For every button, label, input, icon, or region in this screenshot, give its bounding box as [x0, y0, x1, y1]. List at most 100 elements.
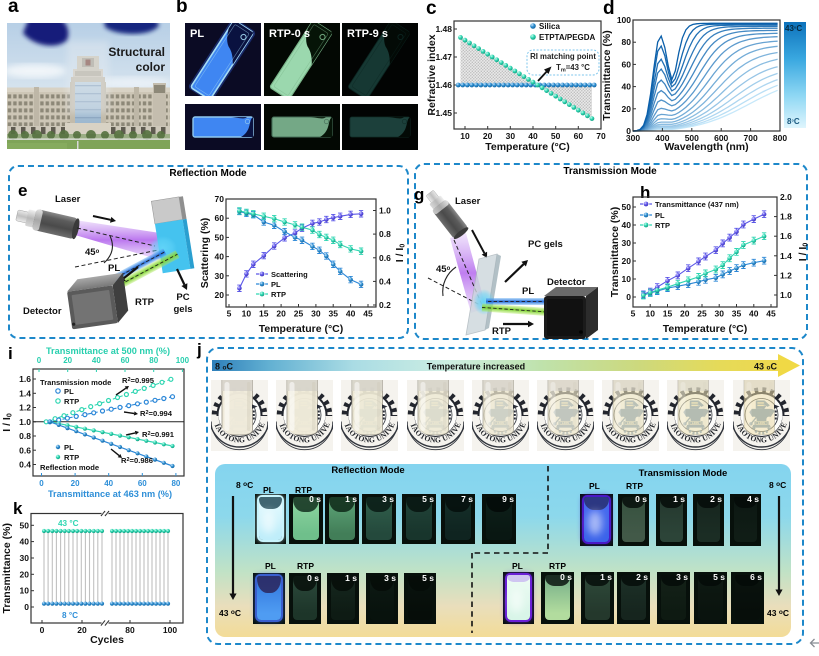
- svg-text:40: 40: [749, 309, 759, 319]
- svg-text:0: 0: [24, 602, 29, 612]
- svg-text:60: 60: [574, 131, 584, 141]
- svg-text:8°C: 8°C: [787, 117, 800, 126]
- svg-text:RTP: RTP: [135, 297, 155, 308]
- svg-text:35: 35: [329, 309, 339, 319]
- svg-text:1896: 1896: [758, 421, 766, 425]
- svg-text:30: 30: [622, 238, 632, 248]
- svg-text:43 oC: 43 oC: [754, 362, 778, 372]
- svg-text:80: 80: [149, 356, 158, 365]
- svg-text:100: 100: [176, 356, 190, 365]
- svg-text:8 oC: 8 oC: [215, 362, 234, 372]
- svg-text:20: 20: [20, 569, 30, 579]
- svg-text:PL: PL: [108, 263, 120, 274]
- svg-text:1.0: 1.0: [780, 290, 792, 300]
- svg-text:RI matching point: RI matching point: [530, 52, 596, 61]
- svg-text:800: 800: [773, 133, 787, 143]
- svg-text:Structural: Structural: [108, 45, 165, 59]
- svg-text:300: 300: [626, 133, 640, 143]
- svg-text:PL: PL: [190, 28, 204, 40]
- svg-text:25: 25: [697, 309, 707, 319]
- svg-text:8 °C: 8 °C: [62, 611, 78, 620]
- svg-text:40: 40: [622, 82, 632, 92]
- svg-text:1.4: 1.4: [780, 251, 792, 261]
- svg-text:Transmittance (%): Transmittance (%): [601, 30, 613, 120]
- svg-text:20: 20: [215, 290, 225, 300]
- svg-text:1.2: 1.2: [19, 403, 31, 413]
- svg-text:30: 30: [715, 309, 725, 319]
- svg-text:15: 15: [663, 309, 673, 319]
- svg-text:25: 25: [294, 309, 304, 319]
- svg-text:RTP: RTP: [655, 221, 670, 230]
- svg-text:10: 10: [20, 586, 30, 596]
- svg-text:70: 70: [215, 194, 225, 204]
- svg-text:Cycles: Cycles: [90, 634, 124, 646]
- svg-text:Scattering (%): Scattering (%): [200, 218, 211, 289]
- svg-text:50: 50: [215, 232, 225, 242]
- svg-text:40: 40: [528, 131, 538, 141]
- svg-text:1896: 1896: [692, 421, 700, 425]
- svg-text:PL: PL: [64, 387, 74, 396]
- svg-text:20: 20: [71, 479, 80, 488]
- svg-text:gels: gels: [173, 304, 192, 315]
- svg-text:Refractive index: Refractive index: [426, 34, 438, 115]
- svg-text:0: 0: [626, 126, 631, 136]
- svg-text:Temperature (°C): Temperature (°C): [485, 141, 570, 153]
- svg-text:RTP: RTP: [64, 397, 79, 406]
- svg-text:I / I0: I / I0: [394, 244, 407, 263]
- svg-text:10: 10: [242, 309, 252, 319]
- svg-text:80: 80: [125, 625, 135, 635]
- svg-text:50: 50: [551, 131, 561, 141]
- svg-text:20: 20: [483, 131, 493, 141]
- svg-text:R2=0.991: R2=0.991: [142, 430, 175, 439]
- svg-text:40: 40: [346, 309, 356, 319]
- svg-text:35: 35: [732, 309, 742, 319]
- svg-text:Detector: Detector: [547, 277, 586, 288]
- svg-text:I / I0: I / I0: [1, 413, 14, 432]
- svg-text:30: 30: [20, 553, 30, 563]
- svg-text:0: 0: [40, 625, 45, 635]
- svg-text:PL: PL: [655, 211, 665, 220]
- svg-text:0.6: 0.6: [19, 445, 31, 455]
- svg-text:0.8: 0.8: [379, 229, 391, 239]
- svg-text:1896: 1896: [627, 421, 635, 425]
- svg-text:Transmission mode: Transmission mode: [40, 378, 111, 387]
- svg-text:500: 500: [685, 133, 699, 143]
- svg-text:1.0: 1.0: [19, 417, 31, 427]
- svg-text:40: 40: [622, 220, 632, 230]
- svg-text:1.0: 1.0: [379, 206, 391, 216]
- svg-text:20: 20: [622, 104, 632, 114]
- svg-text:Reflection mode: Reflection mode: [40, 463, 99, 472]
- svg-text:1.4: 1.4: [19, 388, 31, 398]
- svg-text:RTP: RTP: [271, 290, 286, 299]
- svg-text:43°C: 43°C: [785, 24, 802, 33]
- svg-text:2.0: 2.0: [780, 192, 792, 202]
- svg-text:40: 40: [215, 252, 225, 262]
- svg-text:0.2: 0.2: [379, 300, 391, 310]
- svg-text:700: 700: [744, 133, 758, 143]
- svg-text:80: 80: [622, 37, 632, 47]
- svg-text:40: 40: [20, 537, 30, 547]
- svg-text:1.48: 1.48: [435, 24, 452, 34]
- svg-text:60: 60: [121, 356, 130, 365]
- svg-text:60: 60: [215, 213, 225, 223]
- svg-text:Transmittance (%): Transmittance (%): [1, 523, 13, 613]
- svg-text:Silica: Silica: [539, 22, 560, 31]
- svg-text:45: 45: [363, 309, 373, 319]
- svg-text:R2=0.994: R2=0.994: [140, 409, 173, 418]
- svg-text:20: 20: [276, 309, 286, 319]
- svg-text:400: 400: [655, 133, 669, 143]
- svg-text:600: 600: [714, 133, 728, 143]
- svg-text:1.8: 1.8: [780, 212, 792, 222]
- svg-text:Transmittance (%): Transmittance (%): [610, 207, 621, 297]
- svg-text:1.45: 1.45: [435, 108, 452, 118]
- svg-text:0: 0: [626, 292, 631, 302]
- svg-text:R2=0.995: R2=0.995: [122, 376, 155, 385]
- svg-text:RTP: RTP: [64, 453, 79, 462]
- svg-text:Laser: Laser: [455, 196, 481, 207]
- svg-text:15: 15: [259, 309, 269, 319]
- svg-text:PL: PL: [522, 286, 534, 297]
- svg-text:30: 30: [215, 271, 225, 281]
- svg-text:0.4: 0.4: [379, 276, 391, 286]
- svg-text:Transmittance at 463 nm (%): Transmittance at 463 nm (%): [48, 489, 172, 499]
- svg-text:20: 20: [622, 256, 632, 266]
